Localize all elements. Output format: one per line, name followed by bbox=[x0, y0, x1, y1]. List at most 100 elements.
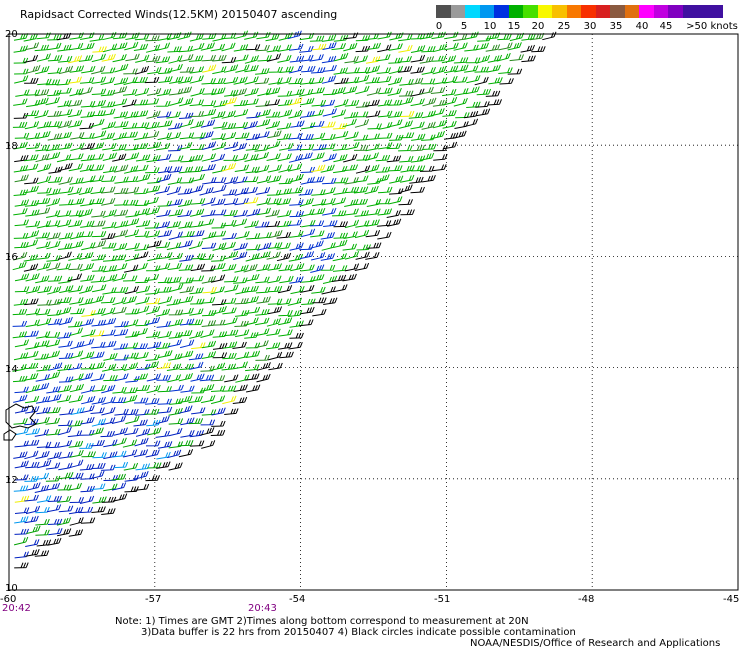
wind-barb bbox=[453, 57, 469, 64]
wind-barb bbox=[268, 362, 283, 371]
wind-barb bbox=[344, 131, 359, 140]
wind-barb bbox=[45, 350, 60, 359]
wind-barb bbox=[289, 332, 304, 339]
wind-barb bbox=[23, 373, 39, 381]
wind-barb bbox=[57, 55, 73, 63]
wind-barb bbox=[342, 118, 357, 128]
wind-barb bbox=[59, 186, 74, 194]
wind-barb bbox=[24, 330, 39, 338]
wind-barb bbox=[35, 153, 50, 163]
wind-barb bbox=[356, 154, 371, 161]
wind-barb bbox=[190, 373, 205, 382]
wind-barb bbox=[200, 427, 215, 436]
wind-barb bbox=[200, 384, 215, 392]
wind-barb bbox=[243, 176, 259, 183]
wind-barb bbox=[199, 187, 214, 196]
y-tick-label: 10 bbox=[5, 583, 18, 594]
wind-barb bbox=[223, 198, 239, 206]
wind-barb bbox=[35, 232, 51, 239]
wind-barb bbox=[200, 42, 215, 51]
wind-barb bbox=[112, 153, 127, 162]
wind-barb bbox=[366, 42, 381, 50]
wind-barb bbox=[103, 375, 118, 382]
wind-barb bbox=[311, 164, 326, 173]
wind-barb bbox=[147, 240, 162, 248]
wind-barb bbox=[36, 241, 51, 249]
wind-barb bbox=[353, 134, 369, 141]
wind-barb bbox=[14, 405, 30, 414]
wind-barb bbox=[114, 373, 129, 382]
wind-barb bbox=[78, 54, 94, 62]
wind-barb bbox=[365, 219, 380, 227]
wind-barb bbox=[57, 131, 72, 140]
wind-barb bbox=[355, 101, 371, 108]
wind-barb bbox=[301, 298, 316, 305]
wind-barb bbox=[123, 394, 138, 404]
wind-barb bbox=[34, 353, 49, 360]
wind-barb bbox=[277, 153, 292, 162]
wind-barb bbox=[58, 352, 74, 359]
wind-barb bbox=[289, 43, 304, 51]
wind-barb bbox=[386, 155, 402, 163]
wind-barb bbox=[80, 385, 96, 394]
wind-barb bbox=[166, 111, 181, 119]
wind-barb bbox=[221, 385, 237, 392]
wind-barb bbox=[145, 297, 161, 305]
wind-barb bbox=[276, 252, 292, 262]
wind-barb bbox=[189, 275, 205, 282]
wind-barb bbox=[124, 186, 140, 195]
wind-barb bbox=[79, 463, 95, 471]
wind-barb bbox=[179, 254, 194, 262]
wind-barb bbox=[35, 65, 50, 75]
wind-barb bbox=[123, 131, 138, 139]
wind-barb bbox=[268, 230, 283, 239]
wind-barb bbox=[365, 143, 380, 152]
wind-barb bbox=[79, 338, 95, 348]
wind-barb bbox=[299, 45, 314, 53]
wind-barb bbox=[310, 176, 325, 183]
wind-barb bbox=[213, 99, 228, 108]
y-tick-label: 14 bbox=[5, 364, 18, 375]
wind-barb bbox=[408, 77, 424, 86]
wind-barb bbox=[389, 32, 404, 41]
wind-barb bbox=[90, 373, 106, 382]
wind-barb bbox=[178, 112, 194, 119]
wind-barb bbox=[189, 430, 205, 438]
wind-barb bbox=[122, 275, 138, 282]
wind-barb bbox=[485, 44, 501, 52]
wind-barb bbox=[57, 306, 72, 316]
wind-barb bbox=[90, 276, 106, 283]
wind-barb bbox=[13, 45, 28, 53]
wind-barb bbox=[134, 251, 149, 260]
wind-barb bbox=[13, 98, 28, 106]
wind-barb bbox=[68, 219, 83, 228]
wind-barb bbox=[79, 252, 94, 260]
wind-barb bbox=[125, 330, 140, 338]
wind-barb bbox=[124, 218, 140, 227]
wind-barb bbox=[188, 319, 204, 326]
wind-barb bbox=[378, 87, 393, 95]
wind-barb bbox=[58, 420, 73, 427]
wind-barb bbox=[24, 77, 39, 84]
wind-barb bbox=[366, 110, 381, 118]
wind-barb bbox=[135, 296, 150, 305]
wind-barb bbox=[69, 297, 84, 305]
wind-barb bbox=[245, 306, 261, 314]
wind-barb bbox=[35, 207, 51, 216]
wind-barb bbox=[36, 131, 51, 139]
x-tick-label: -51 bbox=[434, 594, 450, 605]
wind-barb bbox=[211, 77, 226, 85]
wind-barb bbox=[80, 142, 96, 150]
wind-barb bbox=[298, 152, 313, 161]
wind-barb bbox=[201, 78, 216, 85]
wind-barb bbox=[146, 141, 162, 150]
wind-barb bbox=[399, 155, 414, 163]
wind-barb bbox=[144, 222, 160, 229]
wind-barb bbox=[79, 164, 95, 172]
wind-barb bbox=[67, 76, 82, 84]
wind-barb bbox=[398, 90, 414, 97]
wind-barb bbox=[201, 164, 216, 172]
wind-barb bbox=[288, 110, 303, 119]
wind-barb bbox=[442, 96, 458, 106]
wind-barb bbox=[145, 55, 161, 63]
